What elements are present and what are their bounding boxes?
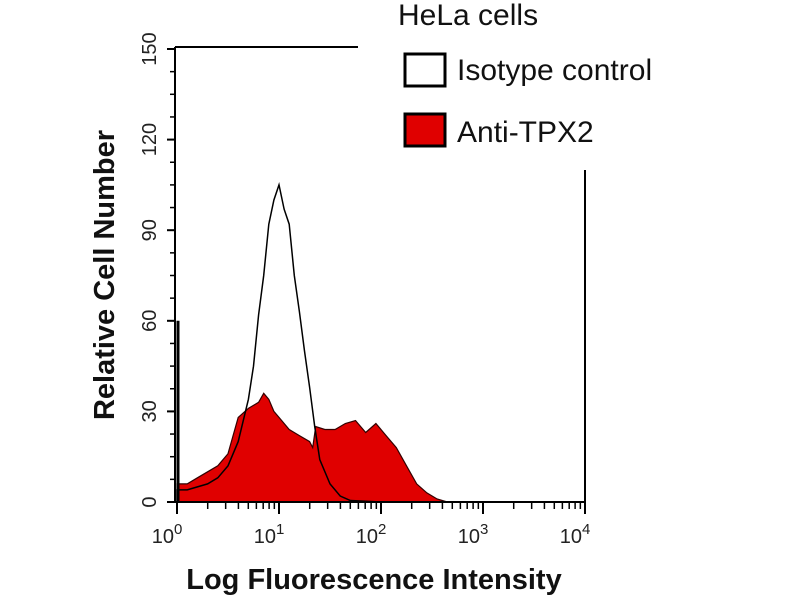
chart-title: HeLa cells	[398, 0, 538, 32]
y-tick-label: 60	[139, 310, 161, 332]
y-tick-label: 30	[139, 400, 161, 422]
series-anti-tpx2-area	[176, 392, 585, 503]
y-tick-label: 90	[139, 219, 161, 241]
x-tick-label: 100	[152, 521, 183, 548]
y-tick-label: 120	[139, 123, 161, 156]
legend-swatch-isotype	[403, 52, 447, 88]
x-tick-label: 103	[458, 521, 489, 548]
y-axis-title: Relative Cell Number	[89, 130, 121, 420]
x-tick-label: 101	[254, 521, 285, 548]
y-tick-label: 0	[139, 496, 161, 507]
legend-swatch-anti-tpx2	[403, 112, 447, 148]
y-tick-label: 150	[139, 32, 161, 65]
x-tick-label: 102	[356, 521, 387, 548]
plot-area	[176, 182, 585, 503]
legend-label-isotype: Isotype control	[457, 54, 652, 87]
x-tick-label: 104	[560, 521, 591, 548]
x-axis-title: Log Fluorescence Intensity	[186, 564, 561, 596]
legend-label-anti-tpx2: Anti-TPX2	[457, 116, 594, 149]
series-isotype-control-line	[176, 182, 585, 503]
